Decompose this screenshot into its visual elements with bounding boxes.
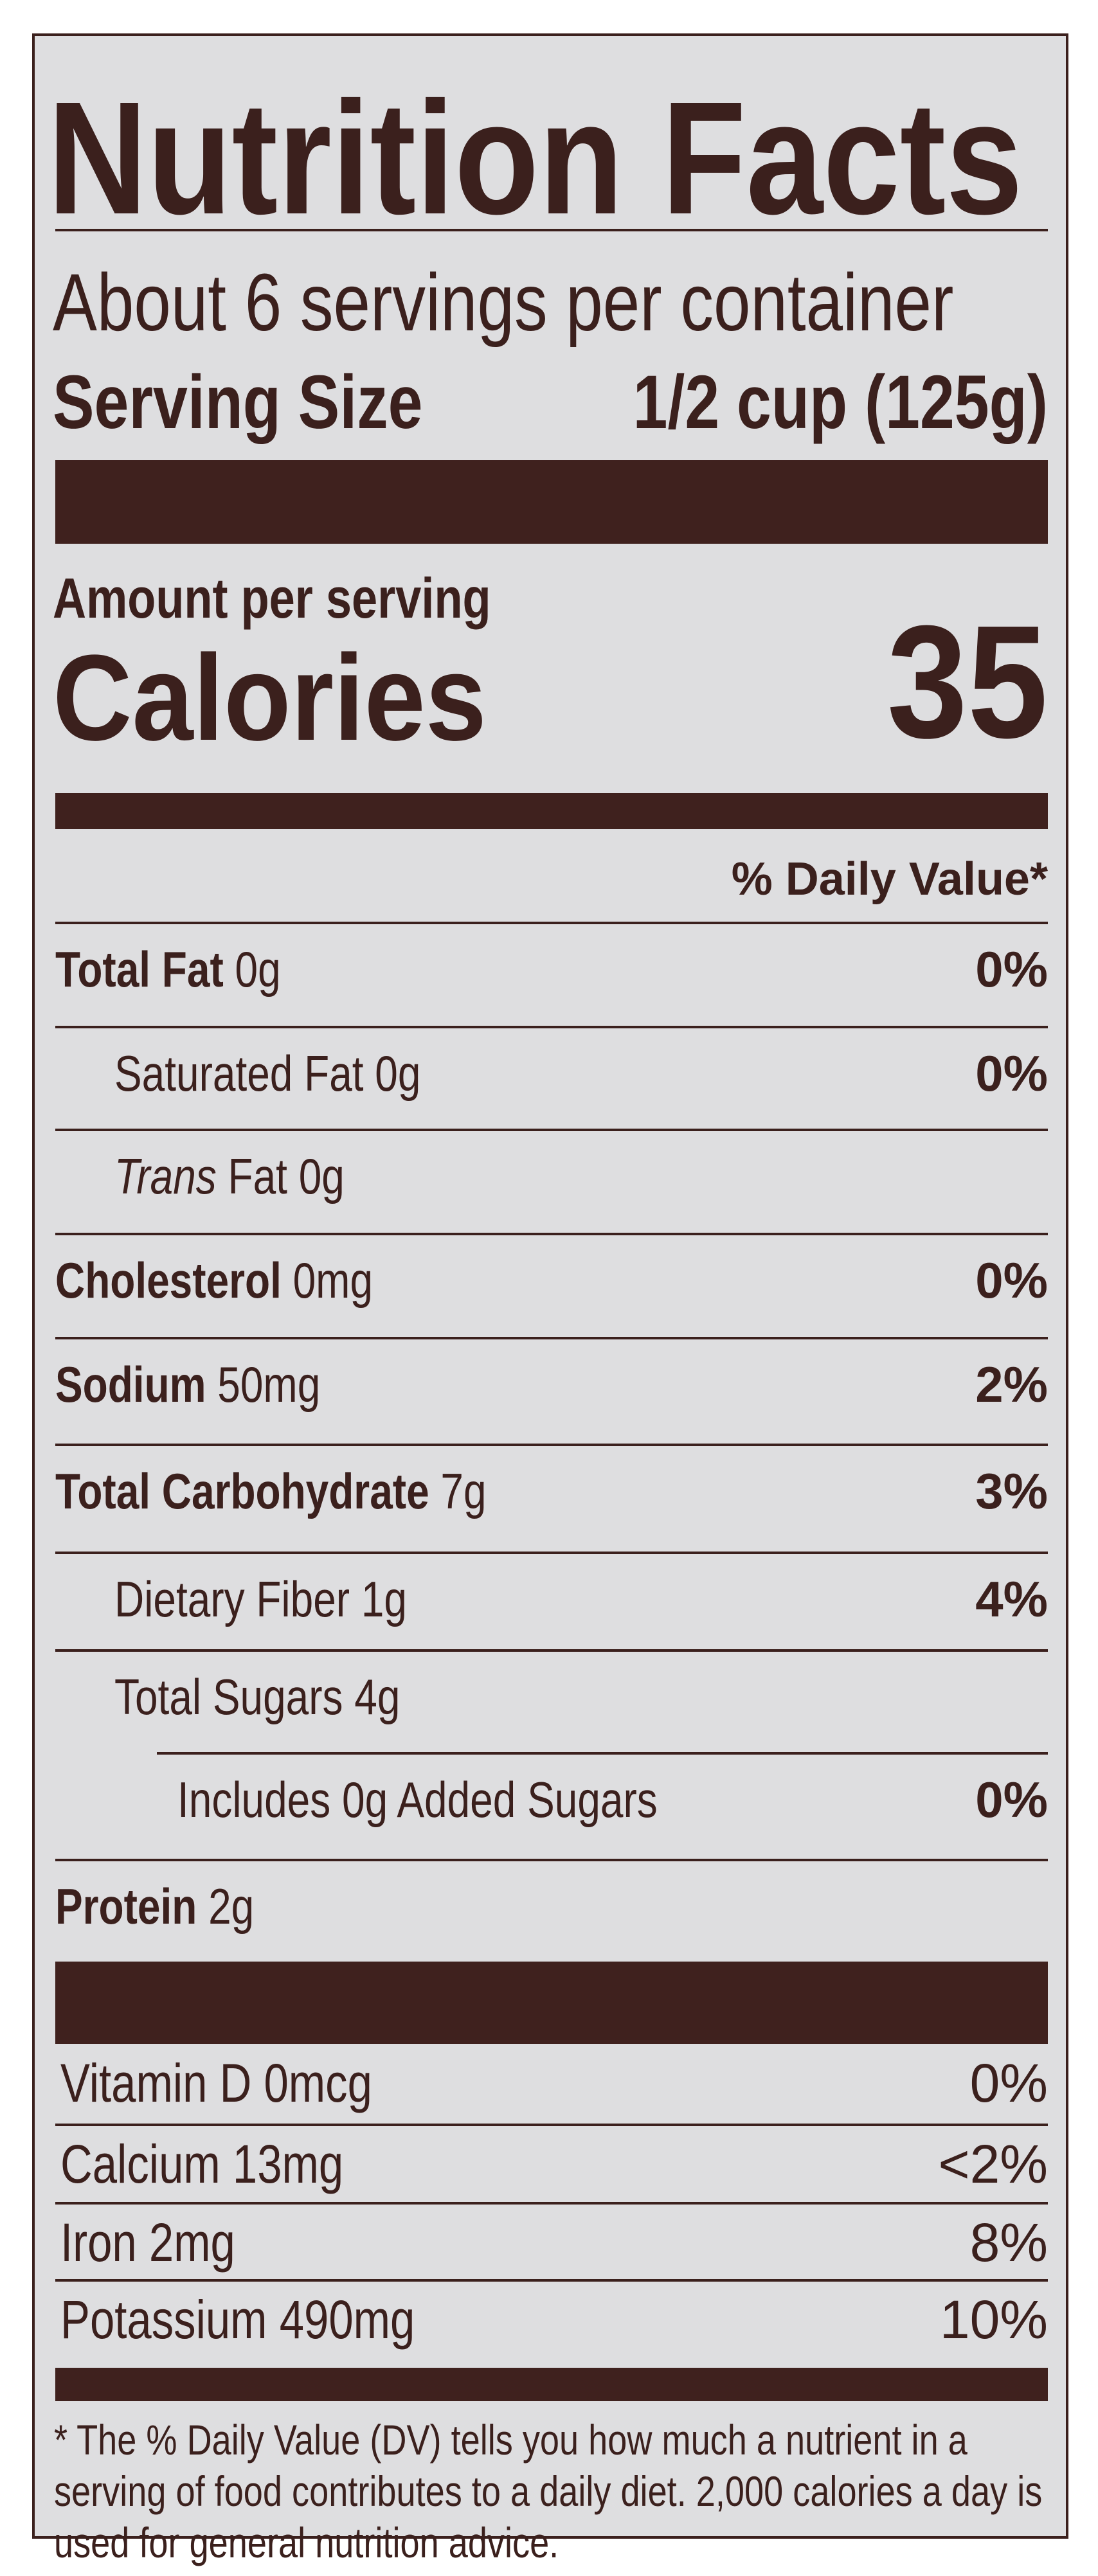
medium-divider — [55, 2368, 1048, 2401]
nutrient-row-dietary-fiber: Dietary Fiber 1g 4% — [114, 1571, 1048, 1627]
calories-label: Calories — [53, 630, 487, 766]
vitamin-row-potassium: Potassium 490mg 10% — [60, 2289, 1048, 2350]
nutrient-row-protein: Protein 2g — [55, 1878, 255, 1935]
medium-divider — [55, 793, 1048, 829]
divider — [55, 1337, 1048, 1339]
serving-size-value: 1/2 cup (125g) — [633, 360, 1048, 445]
divider — [55, 1129, 1048, 1131]
servings-per-container: About 6 servings per container — [53, 257, 954, 348]
nutrient-row-saturated-fat: Saturated Fat 0g 0% — [114, 1045, 1048, 1102]
daily-value-header: % Daily Value* — [731, 854, 1048, 905]
vitamin-row-vitamin-d: Vitamin D 0mcg 0% — [60, 2053, 1048, 2113]
vitamin-row-calcium: Calcium 13mg <2% — [60, 2134, 1048, 2194]
divider — [55, 2202, 1048, 2205]
nutrient-row-total-sugars: Total Sugars 4g — [114, 1668, 401, 1725]
divider — [55, 1026, 1048, 1028]
nutrient-row-sodium: Sodium 50mg 2% — [55, 1356, 1048, 1413]
serving-size-label: Serving Size — [53, 360, 423, 445]
divider — [55, 1859, 1048, 1861]
divider — [157, 1752, 1048, 1755]
footnote: * The % Daily Value (DV) tells you how m… — [54, 2416, 1043, 2566]
divider — [55, 2279, 1048, 2282]
divider — [55, 1444, 1048, 1446]
divider — [55, 1649, 1048, 1652]
divider — [55, 1552, 1048, 1554]
title: Nutrition Facts — [48, 68, 1023, 247]
vitamin-row-iron: Iron 2mg 8% — [60, 2212, 1048, 2273]
nutrient-row-total-carbohydrate: Total Carbohydrate 7g 3% — [55, 1463, 1048, 1519]
divider — [55, 229, 1048, 231]
amount-per-serving: Amount per serving — [53, 566, 491, 630]
nutrient-row-cholesterol: Cholesterol 0mg 0% — [55, 1252, 1048, 1309]
nutrient-row-total-fat: Total Fat 0g 0% — [55, 941, 1048, 997]
thick-divider — [55, 460, 1048, 544]
nutrient-row-trans-fat: Trans Fat 0g — [114, 1148, 345, 1204]
thick-divider — [55, 1962, 1048, 2044]
nutrient-row-added-sugars: Includes 0g Added Sugars 0% — [177, 1771, 1048, 1828]
nutrition-facts-panel: Nutrition Facts About 6 servings per con… — [32, 33, 1068, 2566]
calories-value: 35 — [887, 592, 1048, 771]
divider — [55, 1233, 1048, 1235]
divider — [55, 922, 1048, 924]
divider — [55, 2124, 1048, 2126]
